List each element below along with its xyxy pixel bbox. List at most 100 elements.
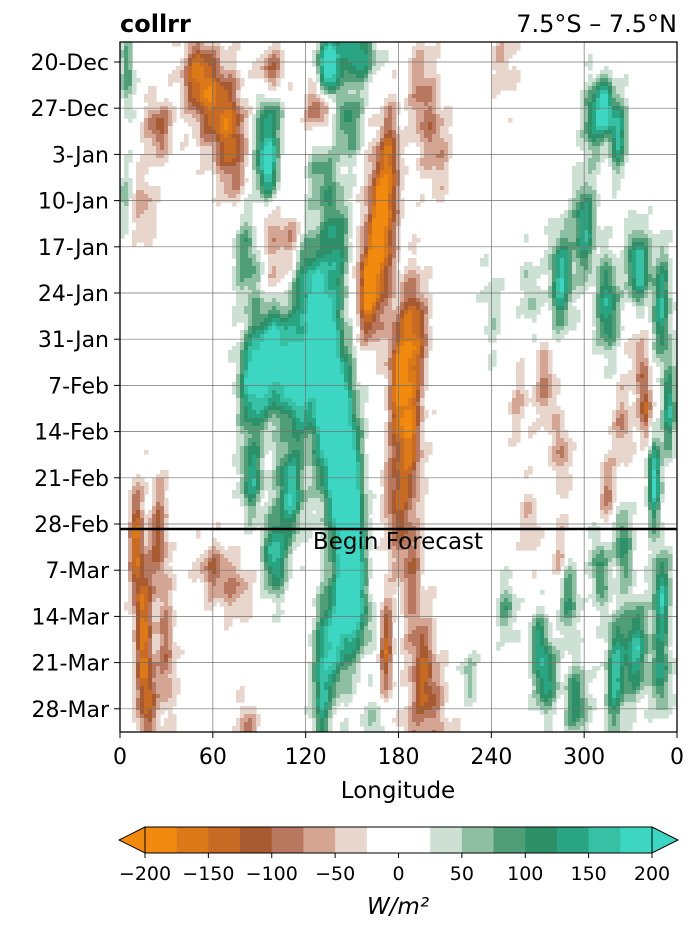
field-cell (664, 274, 669, 279)
field-cell (632, 234, 637, 239)
field-cell (608, 298, 613, 303)
field-cell (348, 158, 353, 163)
field-cell (668, 310, 673, 315)
field-cell (120, 70, 125, 75)
field-cell (624, 238, 629, 243)
field-cell (600, 278, 605, 283)
field-cell (264, 102, 269, 107)
field-cell (316, 66, 321, 71)
field-cell (124, 230, 129, 235)
field-cell (256, 298, 261, 303)
field-cell (268, 318, 273, 323)
field-cell (616, 306, 621, 311)
field-cell (292, 298, 297, 303)
field-cell (592, 78, 597, 83)
field-cell (184, 142, 189, 147)
field-cell (212, 158, 217, 163)
field-cell (380, 298, 385, 303)
field-cell (260, 58, 265, 63)
field-cell (348, 338, 353, 343)
field-cell (344, 150, 349, 155)
field-cell (628, 282, 633, 287)
field-cell (232, 314, 237, 319)
field-cell (608, 130, 613, 135)
field-cell (408, 134, 413, 139)
field-cell (256, 150, 261, 155)
field-cell (132, 206, 137, 211)
field-cell (240, 238, 245, 243)
field-cell (228, 114, 233, 119)
field-cell (536, 290, 541, 295)
field-cell (324, 50, 329, 55)
field-cell (492, 306, 497, 311)
field-cell (236, 186, 241, 191)
field-cell (632, 266, 637, 271)
field-cell (192, 90, 197, 95)
field-cell (432, 74, 437, 79)
field-cell (220, 50, 225, 55)
field-cell (300, 250, 305, 255)
field-cell (124, 94, 129, 99)
field-cell (248, 250, 253, 255)
field-cell (328, 158, 333, 163)
field-cell (552, 254, 557, 259)
field-cell (316, 250, 321, 255)
field-cell (412, 258, 417, 263)
field-cell (276, 122, 281, 127)
field-cell (588, 186, 593, 191)
field-cell (324, 202, 329, 207)
field-cell (328, 202, 333, 207)
field-cell (260, 338, 265, 343)
field-cell (124, 50, 129, 55)
field-cell (336, 42, 341, 47)
field-cell (376, 186, 381, 191)
field-cell (248, 326, 253, 331)
field-cell (204, 46, 209, 51)
field-cell (256, 326, 261, 331)
field-cell (184, 86, 189, 91)
field-cell (212, 42, 217, 47)
field-cell (240, 286, 245, 291)
field-cell (196, 42, 201, 47)
field-cell (528, 274, 533, 279)
field-cell (376, 270, 381, 275)
field-cell (400, 302, 405, 307)
field-cell (592, 206, 597, 211)
field-cell (628, 238, 633, 243)
field-cell (296, 226, 301, 231)
field-cell (240, 190, 245, 195)
field-cell (596, 134, 601, 139)
field-cell (268, 182, 273, 187)
field-cell (128, 86, 133, 91)
field-cell (376, 54, 381, 59)
field-cell (324, 186, 329, 191)
field-cell (408, 306, 413, 311)
field-cell (368, 250, 373, 255)
field-cell (228, 90, 233, 95)
field-cell (316, 282, 321, 287)
field-cell (400, 290, 405, 295)
field-cell (192, 50, 197, 55)
field-cell (616, 334, 621, 339)
field-cell (592, 102, 597, 107)
field-cell (120, 226, 125, 231)
field-cell (420, 58, 425, 63)
field-cell (412, 130, 417, 135)
field-cell (280, 250, 285, 255)
field-cell (228, 86, 233, 91)
field-cell (376, 62, 381, 67)
field-cell (340, 162, 345, 167)
field-cell (316, 326, 321, 331)
field-cell (440, 126, 445, 131)
field-cell (600, 230, 605, 235)
field-cell (532, 294, 537, 299)
field-cell (252, 74, 257, 79)
field-cell (564, 326, 569, 331)
field-cell (600, 90, 605, 95)
field-cell (404, 310, 409, 315)
field-cell (392, 294, 397, 299)
field-cell (164, 134, 169, 139)
field-cell (144, 226, 149, 231)
field-cell (500, 74, 505, 79)
field-cell (592, 314, 597, 319)
